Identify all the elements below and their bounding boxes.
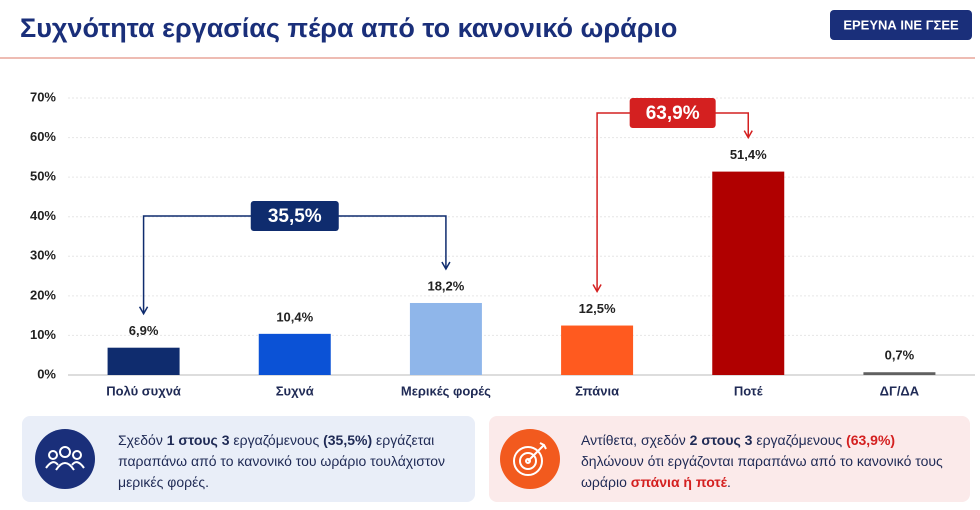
value-label: 0,7%	[885, 348, 915, 363]
annotation-label: 63,9%	[646, 103, 700, 124]
x-tick-label: Σπάνια	[575, 383, 619, 398]
note-segment: 2 στους 3	[689, 432, 753, 448]
x-tick-label: Πολύ συχνά	[106, 383, 181, 398]
icon-people	[35, 429, 95, 489]
value-label: 51,4%	[730, 147, 767, 162]
badge-bg	[830, 10, 972, 40]
y-tick-label: 30%	[30, 248, 56, 263]
note-segment: Αντίθετα, σχεδόν	[581, 432, 690, 448]
y-tick-label: 60%	[30, 129, 56, 144]
note-segment: (35,5%)	[323, 432, 373, 448]
bar	[712, 171, 785, 375]
y-tick-label: 20%	[30, 287, 56, 302]
chart-title: Συχνότητα εργασίας πέρα από το κανονικό …	[20, 13, 677, 43]
value-label: 6,9%	[129, 323, 159, 338]
arrow-head	[441, 261, 451, 271]
bar	[409, 302, 482, 375]
note-panel: Αντίθετα, σχεδόν 2 στους 3 εργαζόμενους …	[489, 416, 970, 502]
x-tick-label: Μερικές φορές	[401, 383, 491, 398]
bar	[863, 372, 936, 375]
note-segment: 1 στους 3	[166, 432, 230, 448]
annotation-box	[250, 201, 339, 231]
bar	[107, 347, 180, 375]
badge: ΕΡΕΥΝΑ ΙΝΕ ΓΣΕΕ	[843, 17, 959, 32]
y-tick-label: 0%	[37, 366, 56, 381]
value-label: 10,4%	[276, 309, 313, 324]
y-tick-label: 10%	[30, 327, 56, 342]
x-tick-label: ΔΓ/ΔΑ	[880, 383, 920, 398]
note-text: Αντίθετα, σχεδόν 2 στους 3 εργαζόμενους …	[581, 430, 951, 493]
bar	[258, 333, 331, 375]
y-tick-label: 40%	[30, 208, 56, 223]
note-segment: εργαζόμενους	[752, 432, 847, 448]
value-label: 12,5%	[579, 301, 616, 316]
y-tick-label: 70%	[30, 89, 56, 104]
note-segment: δηλώνουν ότι εργάζονται παραπάνω από το …	[581, 453, 943, 490]
y-tick-label: 50%	[30, 169, 56, 184]
note-segment: .	[726, 474, 731, 490]
note-segment: σπάνια ή ποτέ	[630, 474, 727, 490]
value-label: 18,2%	[427, 278, 464, 293]
note-panel: Σχεδόν 1 στους 3 εργαζόμενους (35,5%) ερ…	[22, 416, 475, 502]
note-segment: (63,9%)	[846, 432, 896, 448]
arrow-head	[138, 306, 149, 316]
x-tick-label: Συχνά	[276, 383, 314, 398]
note-segment: εργαζόμενους	[229, 432, 324, 448]
bar	[561, 325, 634, 375]
x-tick-label: Ποτέ	[734, 383, 763, 398]
arrow-head	[743, 130, 753, 140]
note-segment: εργάζεται παραπάνω από το κανονικό του ω…	[118, 432, 446, 490]
annotation-box	[629, 98, 716, 128]
icon-target	[500, 429, 560, 489]
arrow-head	[592, 284, 602, 294]
annotation-label: 35,5%	[268, 206, 322, 227]
note-text: Σχεδόν 1 στους 3 εργαζόμενους (35,5%) ερ…	[118, 430, 448, 493]
note-segment: Σχεδόν	[118, 432, 167, 448]
